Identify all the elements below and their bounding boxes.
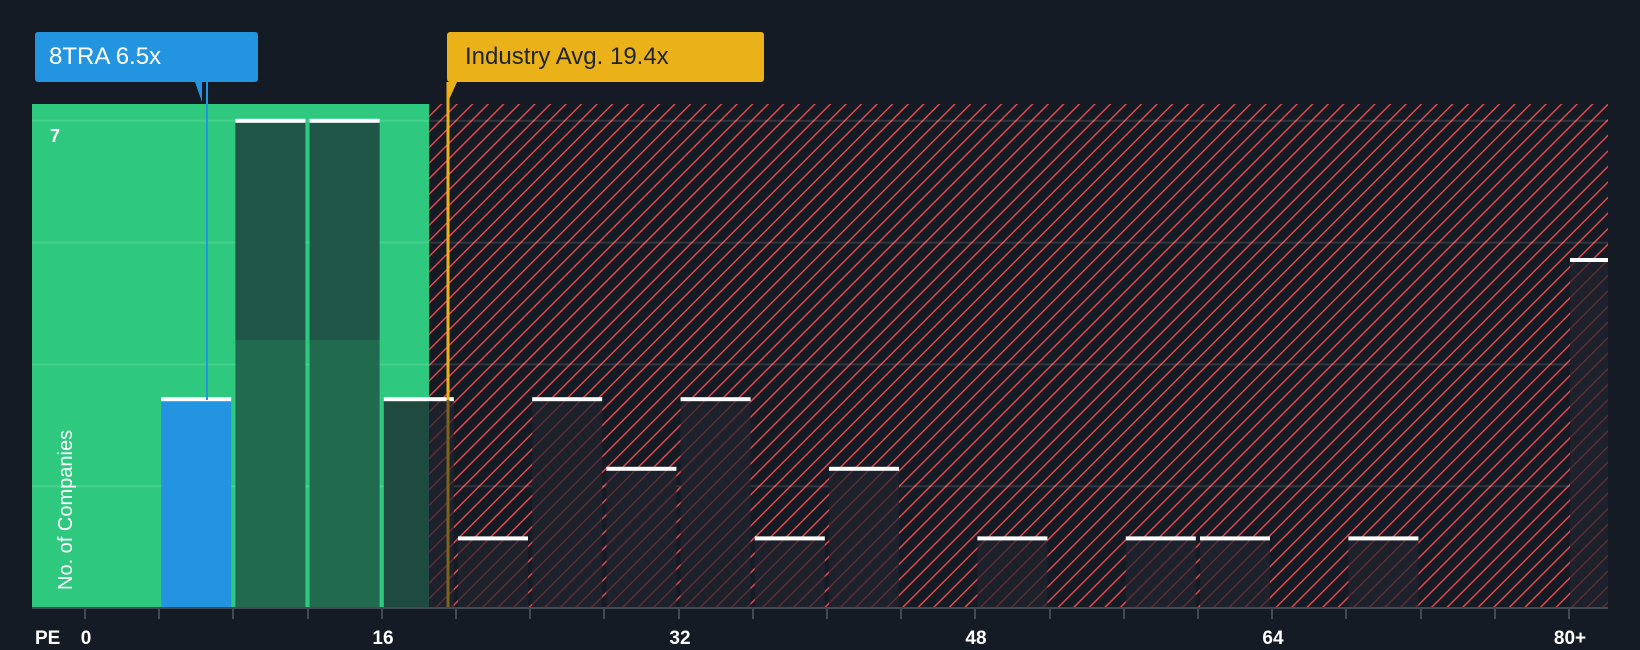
histogram-bar <box>754 536 825 608</box>
industry-callout-pointer <box>447 82 457 104</box>
histogram-bar <box>383 397 454 608</box>
company-callout-pointer <box>195 82 202 102</box>
histogram-bar <box>309 118 380 609</box>
x-tick-48: 48 <box>965 628 987 649</box>
histogram-bars <box>161 118 1608 609</box>
histogram-bar <box>1200 536 1270 608</box>
histogram-bar <box>1125 536 1196 608</box>
y-tick-max: 7 <box>50 126 61 146</box>
histogram-bar <box>1348 536 1419 608</box>
histogram-bar <box>458 536 528 608</box>
histogram-bar <box>680 397 751 608</box>
x-axis-title: PE <box>35 628 61 649</box>
y-axis-title: No. of Companies <box>55 429 77 590</box>
histogram-bar <box>977 536 1048 608</box>
x-tick-80-plus: 80+ <box>1553 628 1587 649</box>
x-tick-0: 0 <box>80 628 92 649</box>
industry-avg-label: Industry Avg. 19.4x <box>465 43 669 70</box>
company-pe-callout: 8TRA 6.5x <box>35 32 258 102</box>
company-pe-label: 8TRA 6.5x <box>49 43 162 70</box>
industry-avg-callout: Industry Avg. 19.4x <box>447 32 764 104</box>
histogram-bar <box>161 397 232 608</box>
overvalued-region <box>429 104 1608 608</box>
histogram-bar <box>606 466 677 608</box>
histogram-bar <box>532 397 603 608</box>
x-tick-32: 32 <box>669 628 691 649</box>
industry-avg-line-lower <box>446 400 450 608</box>
x-tick-64: 64 <box>1262 628 1284 649</box>
histogram-bar <box>829 466 899 608</box>
x-tick-16: 16 <box>372 628 394 649</box>
histogram-bar <box>235 118 306 609</box>
histogram-bar <box>1570 258 1608 608</box>
x-axis-ticks <box>84 609 1570 619</box>
